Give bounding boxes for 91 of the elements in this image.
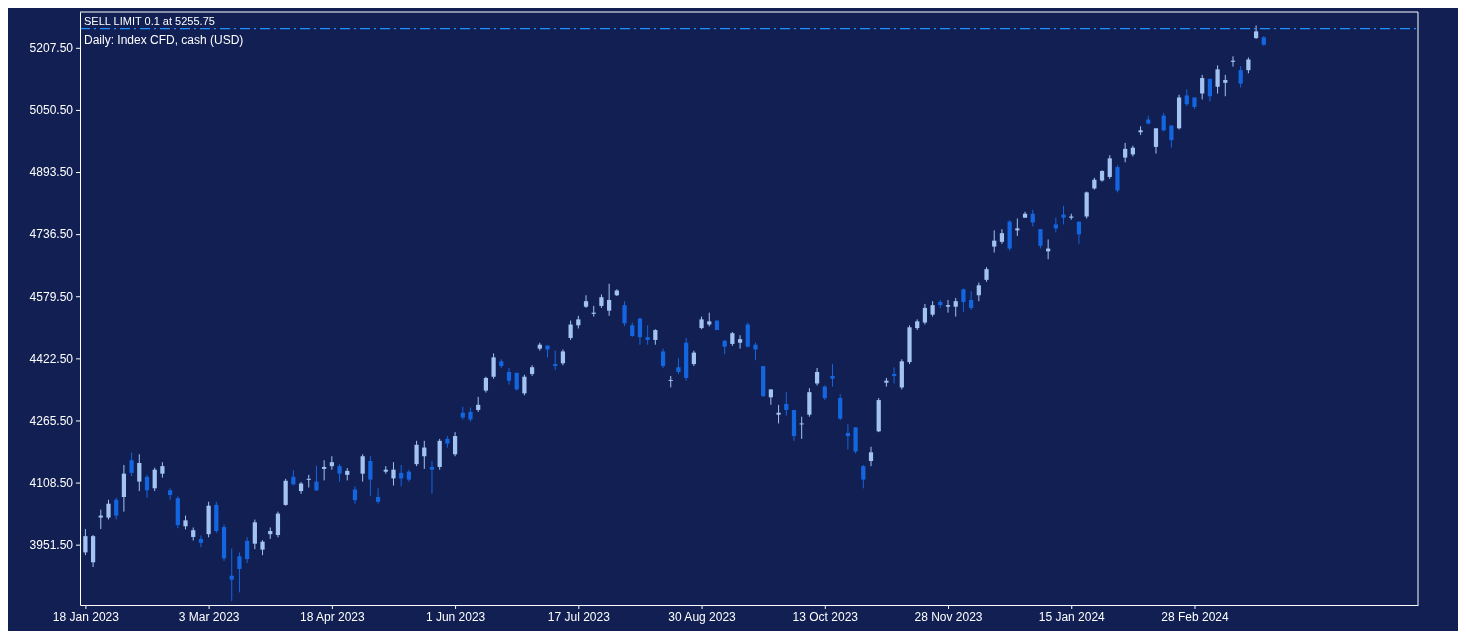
candlestick [144, 474, 150, 499]
candlestick [776, 404, 781, 424]
candlestick [491, 352, 496, 380]
candlestick [83, 528, 88, 556]
y-tick-label: 4893.50 [29, 165, 74, 180]
candlestick [992, 229, 997, 254]
candlestick [922, 303, 928, 326]
x-tick-label: 1 Jun 2023 [425, 609, 486, 624]
candlestick [106, 499, 111, 521]
candlestick [799, 416, 804, 440]
y-tick-label: 5207.50 [29, 41, 74, 56]
y-tick-label: 4108.50 [29, 475, 74, 490]
x-tick-label: 18 Jan 2023 [52, 609, 120, 624]
candlestick [360, 453, 365, 483]
candlestick [1200, 74, 1205, 100]
candlestick [583, 294, 589, 309]
candlestick [168, 487, 173, 501]
x-tick-label: 3 Mar 2023 [178, 609, 240, 624]
candlestick [414, 440, 419, 467]
candlestick [275, 511, 281, 538]
candlestick [838, 393, 843, 421]
y-tick-label: 4265.50 [29, 413, 74, 428]
candlestick [121, 464, 127, 513]
candlestick [969, 290, 974, 311]
candlestick [1161, 112, 1166, 132]
candlestick [953, 297, 958, 318]
candlestick [129, 452, 134, 477]
candlestick [737, 334, 743, 350]
y-tick-label: 3951.50 [29, 538, 74, 553]
candlestick [1238, 65, 1243, 89]
candlestick [237, 551, 242, 593]
candlestick [1115, 164, 1120, 193]
candlestick [329, 455, 334, 471]
candlestick [868, 446, 874, 467]
x-tick-label: 13 Oct 2023 [792, 609, 859, 624]
candlestick [568, 320, 573, 341]
candlestick [637, 317, 643, 346]
x-tick-label: 30 Aug 2023 [668, 609, 737, 624]
candlestick [1223, 74, 1228, 97]
candlestick [375, 487, 381, 505]
candlestick [391, 461, 396, 487]
candlestick [745, 322, 750, 348]
y-tick-label: 4736.50 [29, 227, 74, 242]
y-tick-label: 4579.50 [29, 289, 74, 304]
candlestick [1038, 228, 1043, 250]
candlestick [1215, 64, 1220, 94]
candlestick [553, 350, 558, 371]
candlestick [1253, 24, 1259, 40]
candlestick [198, 534, 204, 548]
candlestick [368, 455, 373, 497]
x-tick-label: 17 Jul 2023 [547, 609, 611, 624]
candlestick [152, 467, 157, 492]
candlestick [845, 423, 851, 451]
candlestick [314, 465, 319, 492]
x-tick-label: 18 Apr 2023 [299, 609, 366, 624]
candlestick [245, 536, 250, 564]
candlestick [322, 459, 327, 481]
candlestick [429, 460, 435, 495]
y-tick-label: 4422.50 [29, 351, 74, 366]
candlestick [891, 366, 897, 384]
candlestick [645, 324, 650, 346]
candlestick [522, 374, 527, 396]
candlestick [1153, 127, 1159, 155]
candlestick [945, 299, 951, 314]
x-tick-label: 15 Jan 2024 [1038, 609, 1106, 624]
candlestick [660, 348, 666, 369]
candlestick [622, 300, 627, 327]
candlestick [306, 474, 311, 489]
candlestick [861, 464, 866, 489]
candlestick [137, 453, 142, 492]
candlestick [1123, 142, 1128, 163]
candlestick [976, 282, 981, 302]
candlestick [807, 387, 812, 418]
ref-line-label: SELL LIMIT 0.1 at 5255.75 [84, 14, 215, 27]
candlestick [252, 519, 257, 550]
y-tick-label: 5050.50 [29, 103, 74, 118]
candlestick [452, 431, 458, 457]
candlestick [1107, 154, 1112, 180]
text: Daily: Index CFD, cash (USD) [84, 33, 244, 47]
candlestick [506, 367, 512, 386]
candlestick [98, 509, 103, 530]
candlestick [114, 497, 119, 521]
x-tick-label: 28 Feb 2024 [1161, 609, 1230, 624]
candlestick [784, 391, 789, 417]
candlestick [830, 363, 835, 388]
candlestick [668, 375, 673, 388]
candlestick [768, 388, 773, 406]
candlestick [607, 283, 612, 317]
candlestick [229, 547, 234, 602]
candlestick [1061, 205, 1066, 225]
x-tick-label: 28 Nov 2023 [914, 609, 983, 624]
